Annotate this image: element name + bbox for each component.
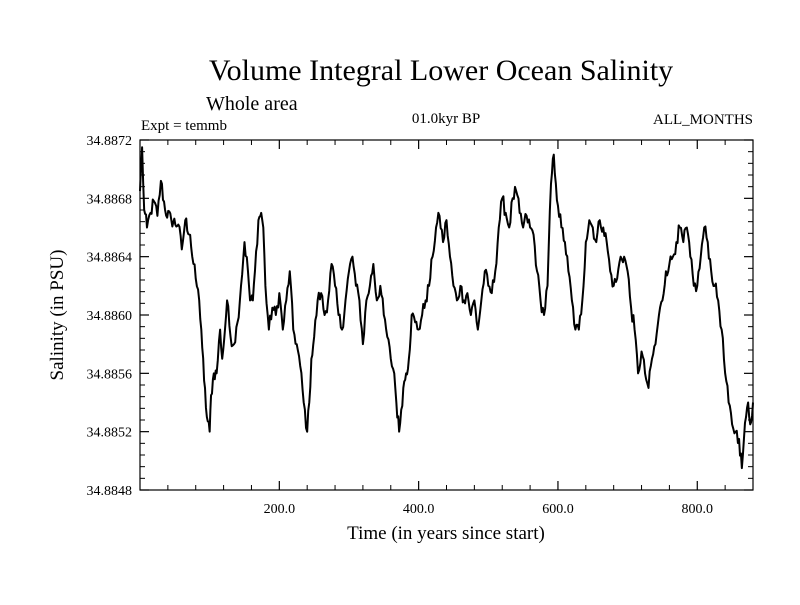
x-tick-labels: 200.0 400.0 600.0 800.0	[264, 502, 713, 517]
y-tick-label: 34.8852	[87, 426, 133, 441]
x-tick-label: 600.0	[542, 502, 574, 517]
y-tick-label: 34.8868	[87, 192, 133, 207]
y-tick-label: 34.8860	[87, 309, 133, 324]
x-tick-label: 800.0	[682, 502, 714, 517]
x-tick-label: 400.0	[403, 502, 435, 517]
experiment-label: Expt = temmb	[141, 118, 227, 134]
y-tick-label: 34.8848	[87, 484, 133, 499]
y-tick-label: 34.8872	[87, 134, 133, 149]
x-tick-label: 200.0	[264, 502, 296, 517]
y-tick-label: 34.8856	[87, 367, 133, 382]
period-label: 01.0kyr BP	[412, 111, 480, 127]
y-axis-label: Salinity (in PSU)	[47, 250, 68, 381]
salinity-series-line	[139, 146, 754, 470]
chart-title: Volume Integral Lower Ocean Salinity	[209, 54, 673, 87]
months-label: ALL_MONTHS	[653, 112, 753, 128]
plot-frame	[139, 139, 754, 491]
y-tick-labels: 34.8848 34.8852 34.8856 34.8860 34.8864 34.88…	[87, 134, 133, 499]
y-tick-label: 34.8864	[87, 251, 133, 266]
x-axis-label: Time (in years since start)	[347, 523, 545, 544]
chart-subtitle: Whole area	[206, 93, 298, 115]
